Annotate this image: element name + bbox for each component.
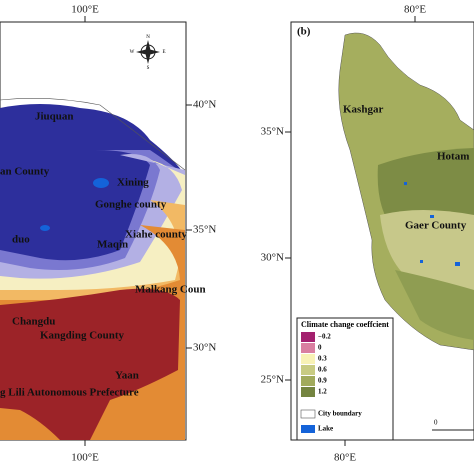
place-label: Yaan (115, 370, 139, 382)
lat-label: 25°N (261, 374, 284, 386)
legend-title: Climate change coeffcient (301, 320, 389, 329)
place-label: g Lili Autonomous Prefecture (0, 387, 139, 399)
legend-entry: 0.6 (318, 366, 327, 374)
place-label: Kangding County (40, 330, 125, 342)
left-map (0, 16, 192, 446)
compass-letter: W (130, 50, 135, 55)
place-label: Malkang Coun (135, 284, 206, 296)
lat-label: 30°N (193, 342, 216, 354)
place-label: an County (0, 166, 50, 178)
legend-entry: 1.2 (318, 388, 327, 396)
lat-label: 35°N (261, 126, 284, 138)
legend-entry: 0 (318, 344, 322, 352)
lat-label: 30°N (261, 252, 284, 264)
lat-label: 35°N (193, 224, 216, 236)
place-label: Changdu (12, 316, 55, 328)
place-label: Xining (117, 177, 149, 189)
legend-entry: City boundary (318, 410, 362, 418)
scale-label: 0 (434, 419, 438, 427)
place-label: duo (12, 234, 30, 246)
place-label: Gonghe county (95, 199, 167, 211)
legend-entry: 0.3 (318, 355, 327, 363)
place-label: Jiuquan (35, 111, 74, 123)
legend-entry: Lake (318, 425, 333, 433)
legend-entry: 0.9 (318, 377, 327, 385)
compass-letter: E (162, 50, 165, 55)
lon-label: 100°E (71, 452, 99, 464)
place-label: Kashgar (343, 104, 383, 116)
lat-label: 40°N (193, 99, 216, 111)
lon-label: 80°E (404, 4, 426, 16)
compass-letter: N (146, 35, 150, 40)
place-label: Xiahe county (125, 229, 188, 241)
place-label: Maqin (97, 239, 128, 251)
place-label: Gaer County (405, 220, 467, 232)
legend (296, 317, 394, 441)
lon-label: 100°E (71, 4, 99, 16)
compass-letter: S (147, 66, 150, 71)
legend-entry: −0.2 (318, 333, 331, 341)
place-label: Hotam (437, 151, 469, 163)
panel-label: (b) (297, 26, 311, 38)
lon-label: 80°E (334, 452, 356, 464)
